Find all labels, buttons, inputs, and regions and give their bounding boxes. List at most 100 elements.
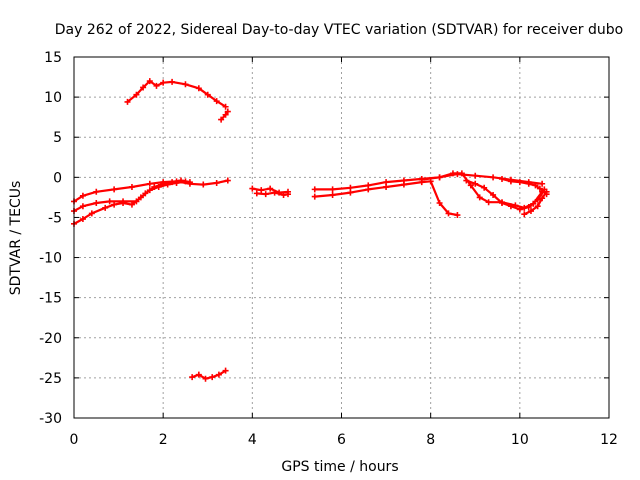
data-point — [499, 200, 505, 207]
data-series — [253, 189, 291, 198]
data-point — [536, 185, 543, 192]
data-point — [449, 170, 456, 177]
data-point — [516, 206, 523, 213]
data-point — [182, 178, 189, 185]
data-point — [102, 204, 109, 211]
y-tick-label: 15 — [44, 50, 62, 66]
data-point — [311, 193, 318, 200]
chart-title: Day 262 of 2022, Sidereal Day-to-day VTE… — [55, 22, 623, 38]
grid — [74, 57, 609, 418]
data-point — [418, 176, 425, 183]
data-point — [285, 191, 291, 198]
data-point — [329, 186, 336, 193]
data-point — [476, 194, 483, 201]
data-point — [146, 78, 153, 85]
data-series — [311, 178, 461, 219]
data-point — [146, 180, 153, 187]
data-point — [267, 185, 274, 192]
data-series — [249, 185, 291, 196]
data-point — [155, 183, 162, 190]
data-point — [88, 210, 95, 217]
data-point — [215, 371, 222, 378]
data-point — [106, 198, 113, 205]
data-point — [539, 195, 546, 202]
data-point — [164, 181, 171, 188]
data-point — [521, 211, 528, 218]
data-point — [222, 367, 229, 374]
data-point — [182, 81, 189, 88]
data-point — [507, 203, 514, 210]
data-point — [253, 190, 260, 197]
data-point — [329, 191, 336, 198]
data-point — [532, 182, 539, 189]
data-series — [124, 78, 229, 110]
y-tick-label: 5 — [53, 130, 62, 146]
data-point — [79, 203, 86, 210]
data-point — [347, 189, 354, 196]
x-tick-label: 6 — [337, 432, 346, 448]
data-series — [189, 367, 229, 382]
data-series — [218, 108, 231, 123]
data-point — [445, 210, 452, 217]
data-point — [458, 170, 465, 177]
x-tick-label: 0 — [70, 432, 79, 448]
data-point — [213, 179, 220, 186]
data-point — [490, 191, 497, 198]
data-point — [311, 186, 318, 193]
data-point — [93, 200, 100, 207]
data-point — [383, 183, 390, 190]
series-trace — [220, 110, 229, 121]
y-tick-label: 0 — [53, 170, 62, 186]
data-point — [499, 175, 505, 182]
data-point — [534, 203, 541, 210]
data-point — [128, 183, 135, 190]
x-tick-label: 10 — [511, 432, 529, 448]
data-point — [472, 172, 479, 179]
x-tick-label: 4 — [248, 432, 257, 448]
data-point — [525, 204, 532, 211]
series-trace — [126, 79, 227, 108]
data-point — [249, 185, 256, 192]
data-point — [200, 181, 207, 188]
data-point — [224, 108, 231, 115]
data-point — [213, 98, 220, 105]
data-point — [525, 180, 532, 187]
y-tick-label: -10 — [39, 251, 62, 267]
data-point — [79, 192, 86, 199]
data-point — [436, 200, 443, 207]
data-point — [280, 191, 287, 198]
y-tick-label: -5 — [48, 210, 62, 226]
data-point — [218, 116, 225, 123]
data-point — [539, 180, 546, 187]
data-point — [490, 174, 497, 181]
data-point — [153, 82, 160, 89]
x-tick-label: 8 — [426, 432, 435, 448]
data-series — [463, 177, 548, 213]
data-point — [140, 84, 147, 91]
data-point — [224, 177, 231, 184]
data-point — [204, 91, 211, 98]
data-point — [485, 199, 492, 206]
data-point — [111, 201, 118, 208]
ticks: 0 2 4 6 8 10 12 15 10 5 0 -5 -10 -15 -20 -25 -30 — [39, 50, 618, 448]
y-tick-label: -20 — [39, 331, 62, 347]
data-point — [507, 178, 514, 185]
data-point — [209, 374, 216, 381]
data-point — [258, 187, 265, 194]
data-point — [111, 186, 118, 193]
data-point — [365, 186, 372, 193]
data-series — [521, 188, 550, 218]
x-tick-label: 2 — [159, 432, 168, 448]
data-point — [160, 79, 167, 86]
data-point — [133, 91, 140, 98]
data-point — [202, 375, 209, 382]
data-point — [527, 208, 534, 215]
series-trace — [465, 179, 546, 211]
data-point — [222, 103, 229, 110]
data-point — [195, 371, 202, 378]
x-axis-label: GPS time / hours — [281, 459, 398, 475]
y-tick-label: 10 — [44, 90, 62, 106]
y-tick-label: -30 — [39, 411, 62, 427]
y-tick-label: -15 — [39, 291, 62, 307]
